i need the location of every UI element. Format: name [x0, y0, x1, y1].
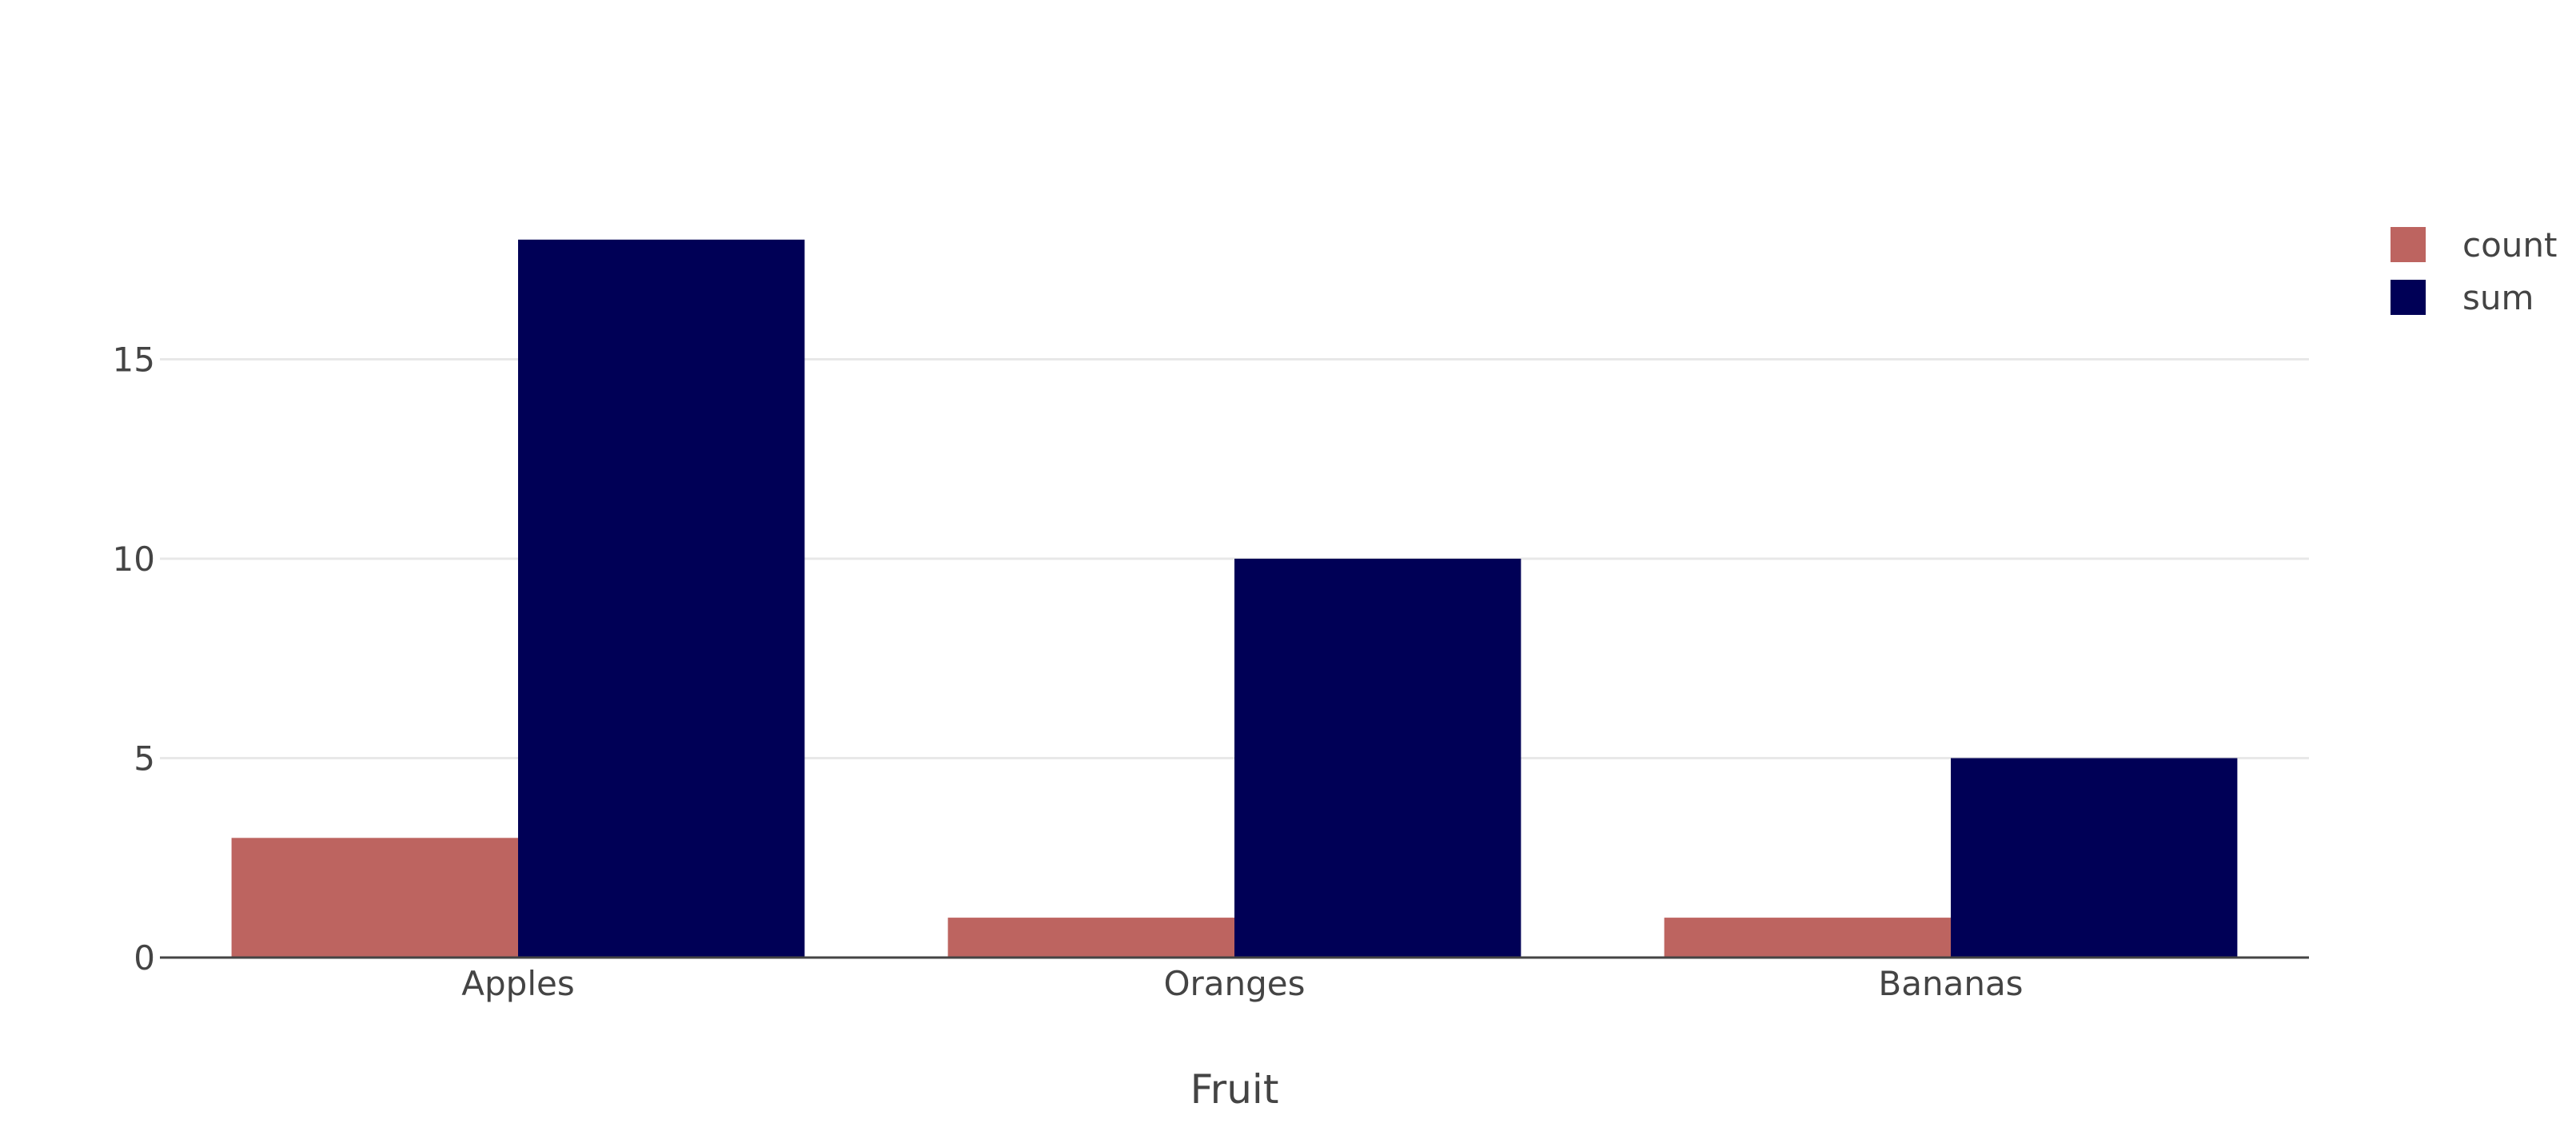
bar-count-apples[interactable] [231, 838, 518, 958]
y-tick-label: 15 [113, 340, 155, 380]
bar-count-bananas[interactable] [1664, 918, 1951, 958]
x-tick-labels: Apples Oranges Bananas [461, 964, 2023, 1003]
legend-swatch-count[interactable] [2391, 227, 2426, 262]
bar-sum-apples[interactable] [518, 239, 805, 958]
y-tick-label: 0 [134, 938, 155, 978]
y-tick-label: 10 [113, 540, 155, 579]
x-axis-title: Fruit [1190, 1066, 1279, 1113]
bar-sum-oranges[interactable] [1234, 559, 1521, 958]
x-tick-label: Oranges [1163, 964, 1305, 1003]
bars [231, 239, 2238, 958]
x-tick-label: Apples [461, 964, 574, 1003]
legend-label-sum[interactable]: sum [2462, 278, 2534, 317]
legend-label-count[interactable]: count [2462, 225, 2558, 265]
y-tick-label: 5 [134, 739, 155, 779]
legend-swatch-sum[interactable] [2391, 280, 2426, 315]
y-tick-labels: 0 5 10 15 [113, 340, 155, 978]
x-tick-label: Bananas [1878, 964, 2023, 1003]
bar-sum-bananas[interactable] [1951, 758, 2238, 958]
legend[interactable]: count sum [2391, 225, 2558, 317]
bar-count-oranges[interactable] [947, 918, 1234, 958]
